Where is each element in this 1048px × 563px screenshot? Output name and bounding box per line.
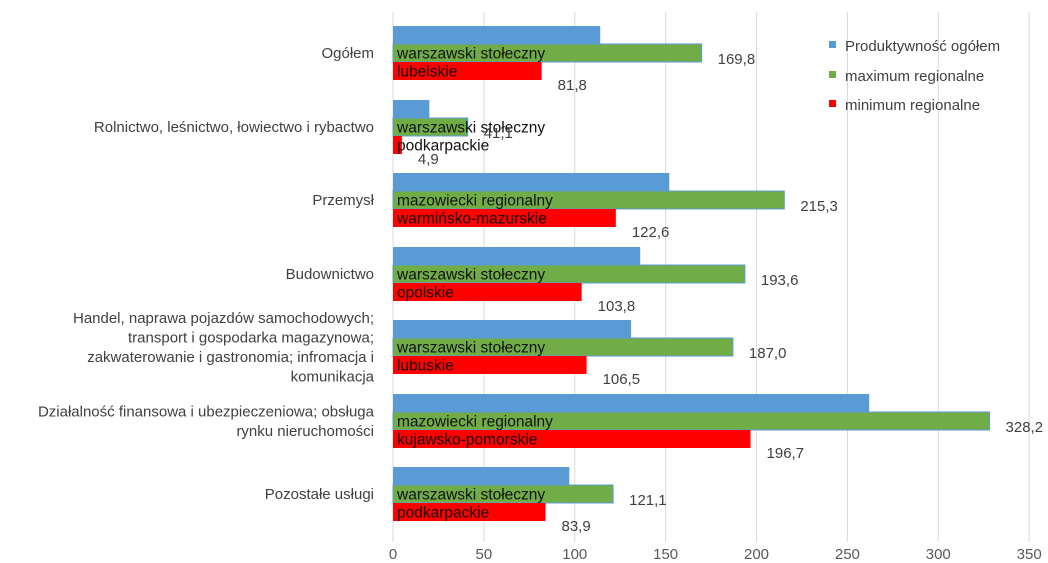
bar-productivity bbox=[393, 100, 430, 118]
region-label: warszawski stołeczny bbox=[396, 46, 545, 63]
x-tick-label: 200 bbox=[744, 546, 769, 563]
region-label: mazowiecki regionalny bbox=[397, 193, 553, 210]
data-label: 81,8 bbox=[558, 77, 587, 94]
region-label: warszawski stołeczny bbox=[396, 120, 545, 137]
category-label: Ogółem bbox=[321, 45, 374, 62]
category-label-line: Przemysł bbox=[312, 192, 374, 209]
bar-maximum bbox=[392, 43, 703, 63]
legend-label: minimum regionalne bbox=[845, 97, 980, 114]
region-label: warmińsko-mazurskie bbox=[396, 211, 547, 228]
data-label: 121,1 bbox=[629, 492, 667, 509]
x-tick-label: 250 bbox=[835, 546, 860, 563]
region-label: podkarpackie bbox=[397, 138, 489, 155]
bar-minimum bbox=[393, 209, 616, 227]
legend-swatch bbox=[829, 100, 836, 107]
labels: warszawski stołeczny 169,8 lubelskie 81,8 Og… bbox=[38, 45, 1043, 535]
bars bbox=[392, 26, 991, 521]
x-tick-label: 150 bbox=[653, 546, 678, 563]
region-label: kujawsko-pomorskie bbox=[397, 432, 537, 449]
x-tick-label: 300 bbox=[926, 546, 951, 563]
x-axis: 0 50 100 150 200 250 300 350 bbox=[389, 546, 1042, 563]
data-label: 106,5 bbox=[603, 371, 641, 388]
category-label: Handel, naprawa pojazdów samochodowych; t… bbox=[73, 310, 375, 386]
region-label: warszawski stołeczny bbox=[396, 267, 545, 284]
x-tick-label: 100 bbox=[562, 546, 587, 563]
category-label-line: transport i gospodarka magazynowa; bbox=[128, 329, 374, 346]
category-label: Działalność finansowa i ubezpieczeniowa;… bbox=[38, 403, 375, 440]
bar-productivity bbox=[393, 320, 632, 338]
category-label-line: rynku nieruchomości bbox=[236, 423, 374, 440]
category-label-line: Pozostałe usługi bbox=[265, 486, 374, 503]
data-label: 196,7 bbox=[767, 445, 805, 462]
bar-minimum bbox=[393, 503, 546, 521]
legend-swatch bbox=[829, 41, 836, 48]
region-label: podkarpackie bbox=[397, 505, 489, 522]
x-tick-label: 350 bbox=[1017, 546, 1042, 563]
region-label: lubelskie bbox=[397, 64, 457, 81]
legend-label: Produktywność ogółem bbox=[845, 38, 1000, 55]
bar-productivity bbox=[393, 394, 870, 412]
category-label-line: Działalność finansowa i ubezpieczeniowa;… bbox=[38, 403, 375, 420]
region-label: lubuskie bbox=[397, 358, 454, 375]
legend-label: maximum regionalne bbox=[845, 68, 984, 85]
category-label-line: Budownictwo bbox=[286, 266, 374, 283]
bar-minimum bbox=[393, 430, 751, 448]
bar-productivity bbox=[393, 467, 570, 485]
data-label: 41,1 bbox=[484, 125, 513, 142]
x-tick-label: 50 bbox=[476, 546, 493, 563]
region-label: warszawski stołeczny bbox=[396, 340, 545, 357]
data-label: 187,0 bbox=[749, 345, 787, 362]
data-label: 4,9 bbox=[418, 151, 439, 168]
category-label: Przemysł bbox=[312, 192, 374, 209]
bar-maximum bbox=[392, 117, 469, 137]
category-label-line: Handel, naprawa pojazdów samochodowych; bbox=[73, 310, 374, 327]
data-label: 193,6 bbox=[761, 272, 799, 289]
bar-productivity bbox=[393, 173, 670, 191]
data-label: 169,8 bbox=[718, 51, 756, 68]
category-label: Rolnictwo, leśnictwo, łowiectwo i rybact… bbox=[94, 119, 374, 136]
category-label-line: Rolnictwo, leśnictwo, łowiectwo i rybact… bbox=[94, 119, 374, 136]
legend: Produktywność ogółem maximum regionalne mi… bbox=[829, 38, 1000, 114]
region-label: warszawski stołeczny bbox=[396, 487, 545, 504]
category-label: Pozostałe usługi bbox=[265, 486, 374, 503]
bar-productivity bbox=[393, 26, 601, 44]
category-label-line: Ogółem bbox=[321, 45, 374, 62]
legend-swatch bbox=[829, 71, 836, 78]
region-label: opolskie bbox=[397, 285, 454, 302]
bar-productivity bbox=[393, 247, 641, 265]
category-label: Budownictwo bbox=[286, 266, 374, 283]
category-label-line: komunikacja bbox=[291, 368, 375, 385]
bar-minimum bbox=[393, 136, 402, 154]
data-label: 83,9 bbox=[561, 518, 590, 535]
x-tick-label: 0 bbox=[389, 546, 397, 563]
bar-minimum bbox=[393, 356, 587, 374]
bar-minimum bbox=[393, 283, 582, 301]
data-label: 215,3 bbox=[800, 198, 838, 215]
category-label-line: zakwaterowanie i gastronomia; infromacja… bbox=[87, 349, 374, 366]
data-label: 122,6 bbox=[632, 224, 670, 241]
region-label: mazowiecki regionalny bbox=[397, 414, 553, 431]
data-label: 103,8 bbox=[598, 298, 636, 315]
bar-minimum bbox=[393, 62, 542, 80]
data-label: 328,2 bbox=[1006, 419, 1044, 436]
